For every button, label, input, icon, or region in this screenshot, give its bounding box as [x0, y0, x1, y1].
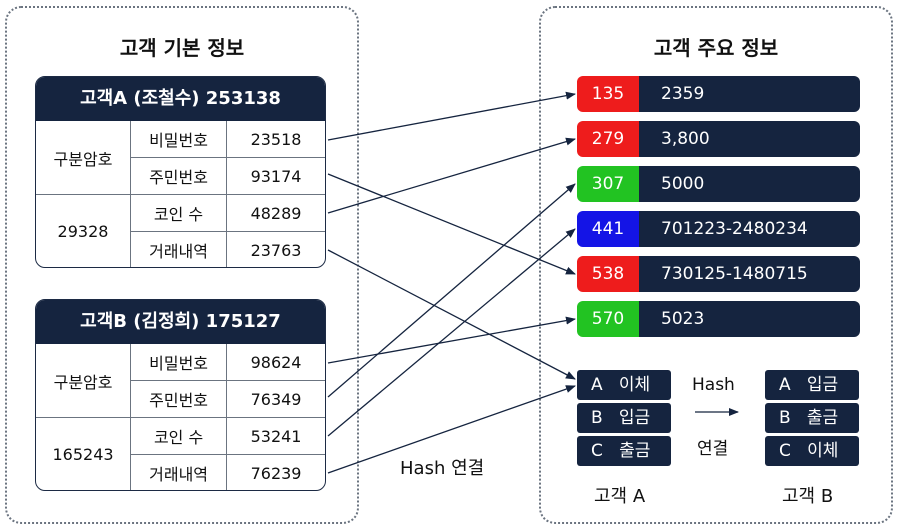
hash-entry: 279 3,800: [577, 121, 860, 157]
hash-entry: 441 701223-2480234: [577, 211, 860, 247]
customer-b-item: B 출금: [765, 403, 859, 433]
customer-card-b: 고객B (김정희) 175127 구분암호 비밀번호 98624 주민번호 76…: [35, 299, 326, 491]
connector-arrow: [327, 316, 576, 364]
customer-a-item: A 이체: [577, 370, 671, 400]
group-label: 165243: [36, 417, 132, 490]
customer-a-item: C 출금: [577, 436, 671, 466]
connector-arrow: [327, 249, 576, 380]
connector-arrow: [327, 183, 576, 398]
hash-key: 570: [577, 301, 639, 337]
panel-title: 고객 기본 정보: [119, 36, 245, 60]
customer-b-item: A 입금: [765, 370, 859, 400]
field-value: 48289: [226, 194, 325, 232]
hash-value: 3,800: [639, 121, 860, 157]
hash-key: 538: [577, 256, 639, 292]
customer-card-header: 고객B (김정희) 175127: [36, 300, 325, 344]
field-value: 23763: [226, 231, 325, 267]
customer-b-label: 고객 B: [782, 486, 834, 507]
connector-arrow: [327, 91, 576, 141]
customer-a-item: B 입금: [577, 403, 671, 433]
customer-card-header: 고객A (조철수) 253138: [36, 77, 325, 121]
hash-key: 135: [577, 76, 639, 112]
connector-arrow: [327, 228, 576, 437]
field-value: 76349: [226, 380, 325, 418]
customer-b-item: C 이체: [765, 436, 859, 466]
group-label: 구분암호: [36, 344, 132, 418]
hash-value: 2359: [639, 76, 860, 112]
field-label: 코인 수: [130, 417, 228, 455]
customer-card-a: 고객A (조철수) 253138 구분암호 비밀번호 23518 주민번호 93…: [35, 76, 326, 268]
field-label: 거래내역: [130, 231, 228, 267]
hash-value: 5000: [639, 166, 860, 202]
group-label: 29328: [36, 194, 131, 267]
hash-entry: 307 5000: [577, 166, 860, 202]
panel-title: 고객 주요 정보: [653, 36, 779, 60]
field-label: 비밀번호: [129, 121, 228, 158]
hash-value: 701223-2480234: [639, 211, 860, 247]
hash-entry: 570 5023: [577, 301, 860, 337]
customer-key-panel: 고객 주요 정보: [539, 6, 893, 524]
hash-key: 441: [577, 211, 639, 247]
field-value: 53241: [226, 417, 325, 455]
hash-value: 5023: [639, 301, 860, 337]
field-value: 93174: [226, 157, 325, 195]
hash-entry: 135 2359: [577, 76, 860, 112]
field-label: 거래내역: [130, 454, 228, 490]
hash-value: 730125-1480715: [639, 256, 860, 292]
hash-link-label: Hash 연결: [400, 458, 485, 479]
connector-arrow: [327, 173, 576, 275]
mapping-label-bottom: 연결: [697, 439, 729, 459]
hash-key: 279: [577, 121, 639, 157]
hash-entry: 538 730125-1480715: [577, 256, 860, 292]
customer-a-label: 고객 A: [594, 486, 646, 507]
connector-arrow: [327, 137, 576, 214]
connector-arrow: [327, 385, 576, 474]
field-value: 76239: [226, 454, 325, 490]
hash-key: 307: [577, 166, 639, 202]
mapping-label-top: Hash: [692, 375, 735, 395]
